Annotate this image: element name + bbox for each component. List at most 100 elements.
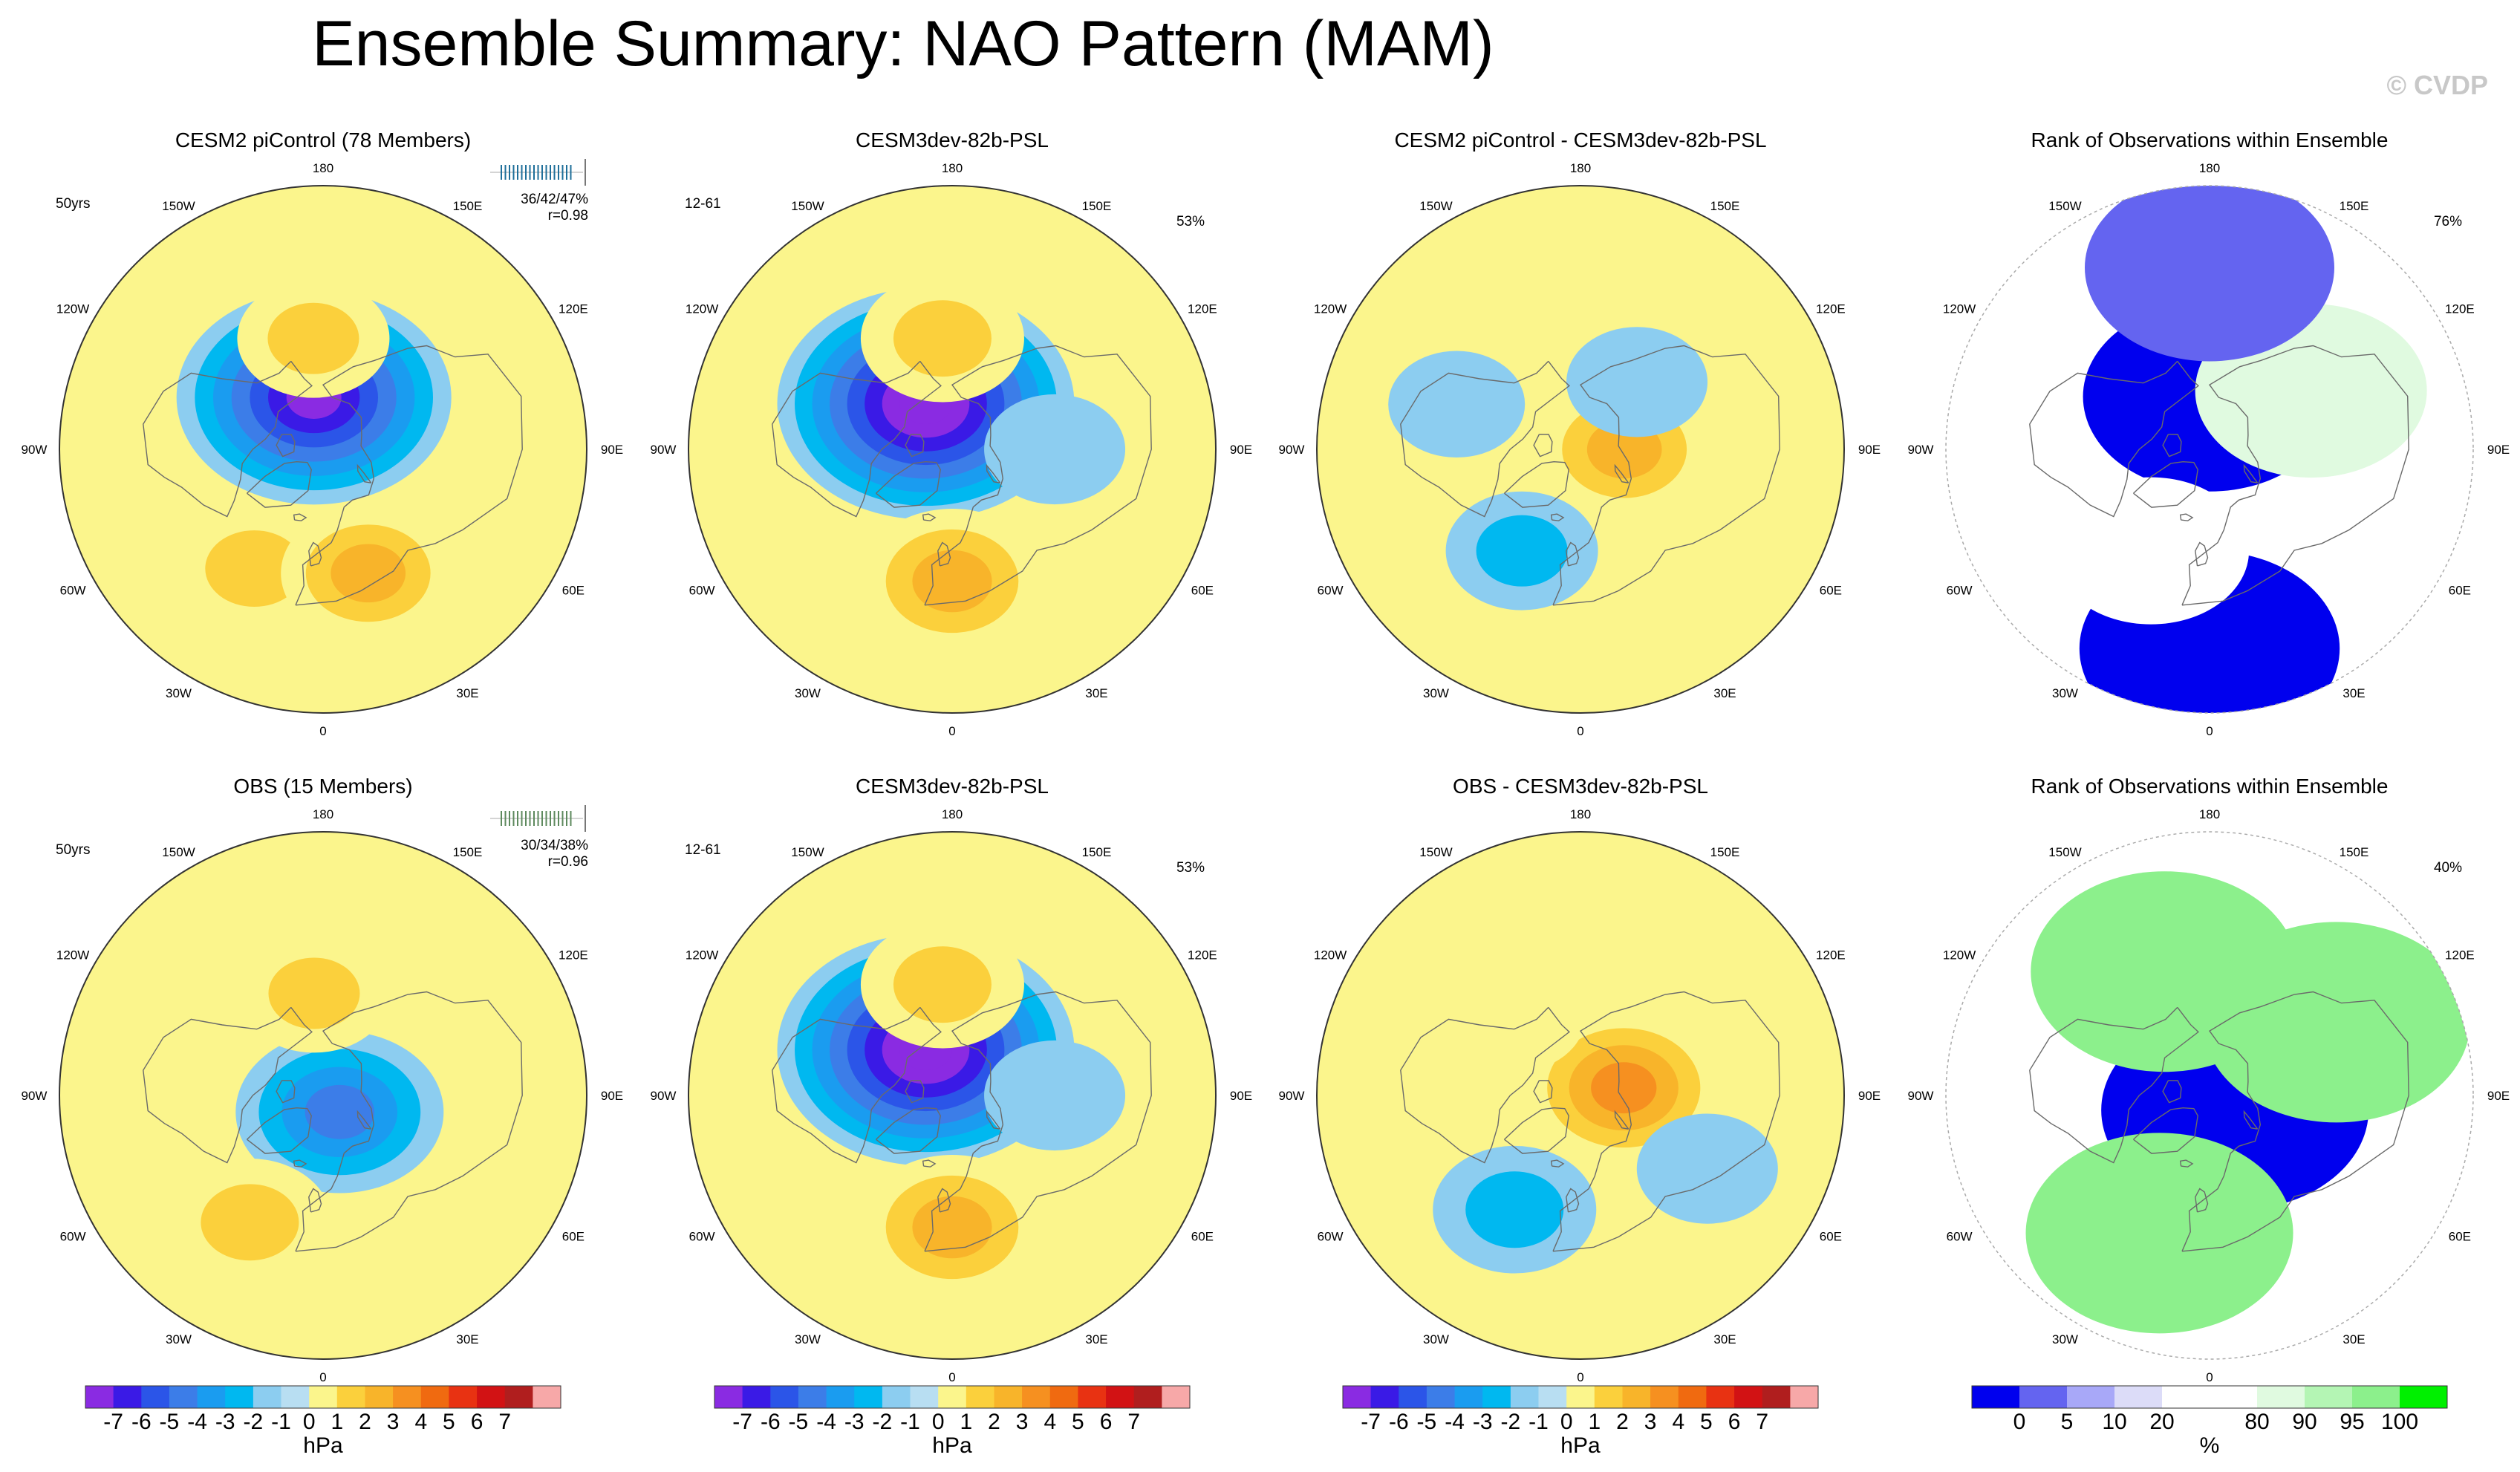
lon-label-p22-10: 120W — [686, 948, 718, 963]
psl-label-0-3: -4 — [187, 1410, 207, 1434]
coastline-p24-5 — [2162, 1080, 2182, 1104]
rank-colorbar-frame — [1971, 1385, 2448, 1409]
psl-swatch-2-16 — [1790, 1386, 1819, 1408]
panel-title-p13: CESM2 piControl - CESM3dev-82b-PSL — [1394, 128, 1766, 152]
lon-label-p24-11: 150W — [2048, 845, 2081, 859]
psl-swatch-1-12 — [1049, 1386, 1078, 1408]
psl-label-1-6: -1 — [900, 1410, 920, 1434]
psl-label-1-1: -6 — [761, 1410, 781, 1434]
coastline-p21-2 — [295, 991, 523, 1252]
field-p13-1-1 — [1476, 515, 1568, 587]
psl-label-0-8: 1 — [331, 1410, 343, 1434]
panel-title-p22: CESM3dev-82b-PSL — [856, 775, 1049, 798]
psl-label-2-6: -1 — [1528, 1410, 1549, 1434]
rank-swatch-9 — [2400, 1386, 2448, 1408]
lon-label-p21-5: 30E — [456, 1332, 478, 1346]
lon-label-p21-11: 150W — [162, 845, 195, 859]
rank-label-0: 0 — [2013, 1410, 2026, 1434]
lon-label-p13-4: 60E — [1820, 584, 1842, 598]
rank-swatch-3 — [2114, 1386, 2163, 1408]
panel-title-p11: CESM2 piControl (78 Members) — [175, 128, 471, 152]
coastline-p23-2 — [1552, 991, 1780, 1252]
psl-swatch-2-7 — [1538, 1386, 1567, 1408]
coastline-p21-1 — [247, 1107, 312, 1154]
psl-label-1-3: -4 — [816, 1410, 836, 1434]
field-p22-2-1 — [893, 946, 992, 1023]
globe-border-p22 — [688, 831, 1217, 1360]
psl-colorbar-frame-1 — [714, 1385, 1191, 1409]
globe-border-p14 — [1945, 185, 2474, 714]
lon-label-p22-11: 150W — [791, 845, 824, 859]
psl-swatch-2-11 — [1650, 1386, 1679, 1408]
lon-label-p22-2: 120E — [1188, 948, 1217, 963]
coastline-p14-3 — [2179, 513, 2194, 521]
field-p21-1-1 — [201, 1184, 299, 1261]
lon-label-p11-4: 60E — [562, 584, 585, 598]
psl-swatch-2-1 — [1370, 1386, 1399, 1408]
psl-label-0-6: -1 — [271, 1410, 291, 1434]
lon-label-p11-1: 150E — [453, 199, 483, 213]
psl-label-0-5: -2 — [244, 1410, 264, 1434]
coastline-p12-2 — [924, 345, 1152, 606]
psl-swatch-2-15 — [1762, 1386, 1791, 1408]
field-p14-4 — [2085, 186, 2334, 362]
lon-label-p22-5: 30E — [1085, 1332, 1107, 1346]
psl-label-1-8: 1 — [960, 1410, 972, 1434]
lon-label-p24-9: 90W — [1908, 1089, 1934, 1103]
psl-swatch-0-6 — [253, 1386, 281, 1408]
coastline-p11-4 — [308, 541, 322, 567]
psl-swatch-1-15 — [1133, 1386, 1162, 1408]
lon-label-p11-9: 90W — [22, 443, 48, 457]
field-p11-2-2 — [331, 544, 406, 603]
panel-p23: OBS - CESM3dev-82b-PSL 180 150E 120E 90E 60E 3… — [1279, 775, 1881, 1384]
coastline-p21-0 — [143, 1006, 313, 1164]
lon-label-p14-10: 120W — [1943, 302, 1976, 316]
field-p23-2-0 — [1444, 962, 1586, 1072]
psl-swatch-0-7 — [281, 1386, 310, 1408]
psl-swatch-1-14 — [1106, 1386, 1135, 1408]
coastline-p22-6 — [986, 1110, 1001, 1130]
psl-label-2-5: -2 — [1501, 1410, 1521, 1434]
lon-label-p24-5: 30E — [2342, 1332, 2365, 1346]
cvdp-watermark: © CVDP — [2386, 70, 2488, 100]
psl-label-2-11: 4 — [1672, 1410, 1684, 1434]
lon-label-p13-5: 30E — [1713, 686, 1736, 700]
lon-label-p22-8: 60W — [689, 1230, 715, 1244]
psl-swatch-0-11 — [393, 1386, 422, 1408]
lon-label-p13-7: 30W — [1423, 686, 1449, 700]
psl-label-0-4: -3 — [215, 1410, 235, 1434]
field-p11-1-1 — [205, 530, 304, 608]
coastline-p11-1 — [247, 460, 312, 508]
field-p23-0-3 — [1591, 1062, 1657, 1114]
rank-label-4: 80 — [2244, 1410, 2269, 1434]
psl-label-2-3: -4 — [1445, 1410, 1465, 1434]
stats-p21: 30/34/38% — [521, 838, 588, 853]
lon-label-p23-3: 90E — [1858, 1089, 1881, 1103]
lon-label-p12-4: 60E — [1191, 584, 1214, 598]
lon-label-p24-10: 120W — [1943, 948, 1976, 963]
lon-label-p12-10: 120W — [686, 302, 718, 316]
panel-p21: OBS (15 Members) 180 150E 120E 90E 60E 30E 0 30W… — [22, 775, 624, 1384]
lon-label-p22-7: 30W — [795, 1332, 821, 1346]
coastline-p13-1 — [1504, 460, 1569, 508]
psl-swatch-2-14 — [1734, 1386, 1763, 1408]
psl-label-1-4: -3 — [844, 1410, 865, 1434]
psl-swatch-0-15 — [504, 1386, 533, 1408]
lon-label-p11-5: 30E — [456, 686, 478, 700]
coastline-p24-2 — [2181, 991, 2409, 1252]
lon-label-p14-0: 180 — [2199, 161, 2220, 175]
psl-colorbar-2: -7 -6 -5 -4 -3 -2 -1 0 1 2 3 4 5 6 7 hPa — [1342, 1385, 1819, 1458]
lon-label-p12-2: 120E — [1188, 302, 1217, 316]
top-left-p21: 50yrs — [56, 842, 90, 858]
coastline-p13-4 — [1566, 541, 1580, 567]
psl-label-1-11: 4 — [1044, 1410, 1056, 1434]
field-p12-3-0 — [984, 394, 1126, 505]
field-p23-3-0 — [1636, 1113, 1778, 1224]
top-left-p12: 12-61 — [685, 196, 721, 212]
psl-label-2-4: -3 — [1473, 1410, 1493, 1434]
psl-label-1-5: -2 — [873, 1410, 893, 1434]
coastline-p23-5 — [1533, 1080, 1553, 1104]
corr-p21: r=0.96 — [548, 854, 588, 870]
psl-label-2-12: 5 — [1700, 1410, 1713, 1434]
lon-label-p23-9: 90W — [1279, 1089, 1305, 1103]
